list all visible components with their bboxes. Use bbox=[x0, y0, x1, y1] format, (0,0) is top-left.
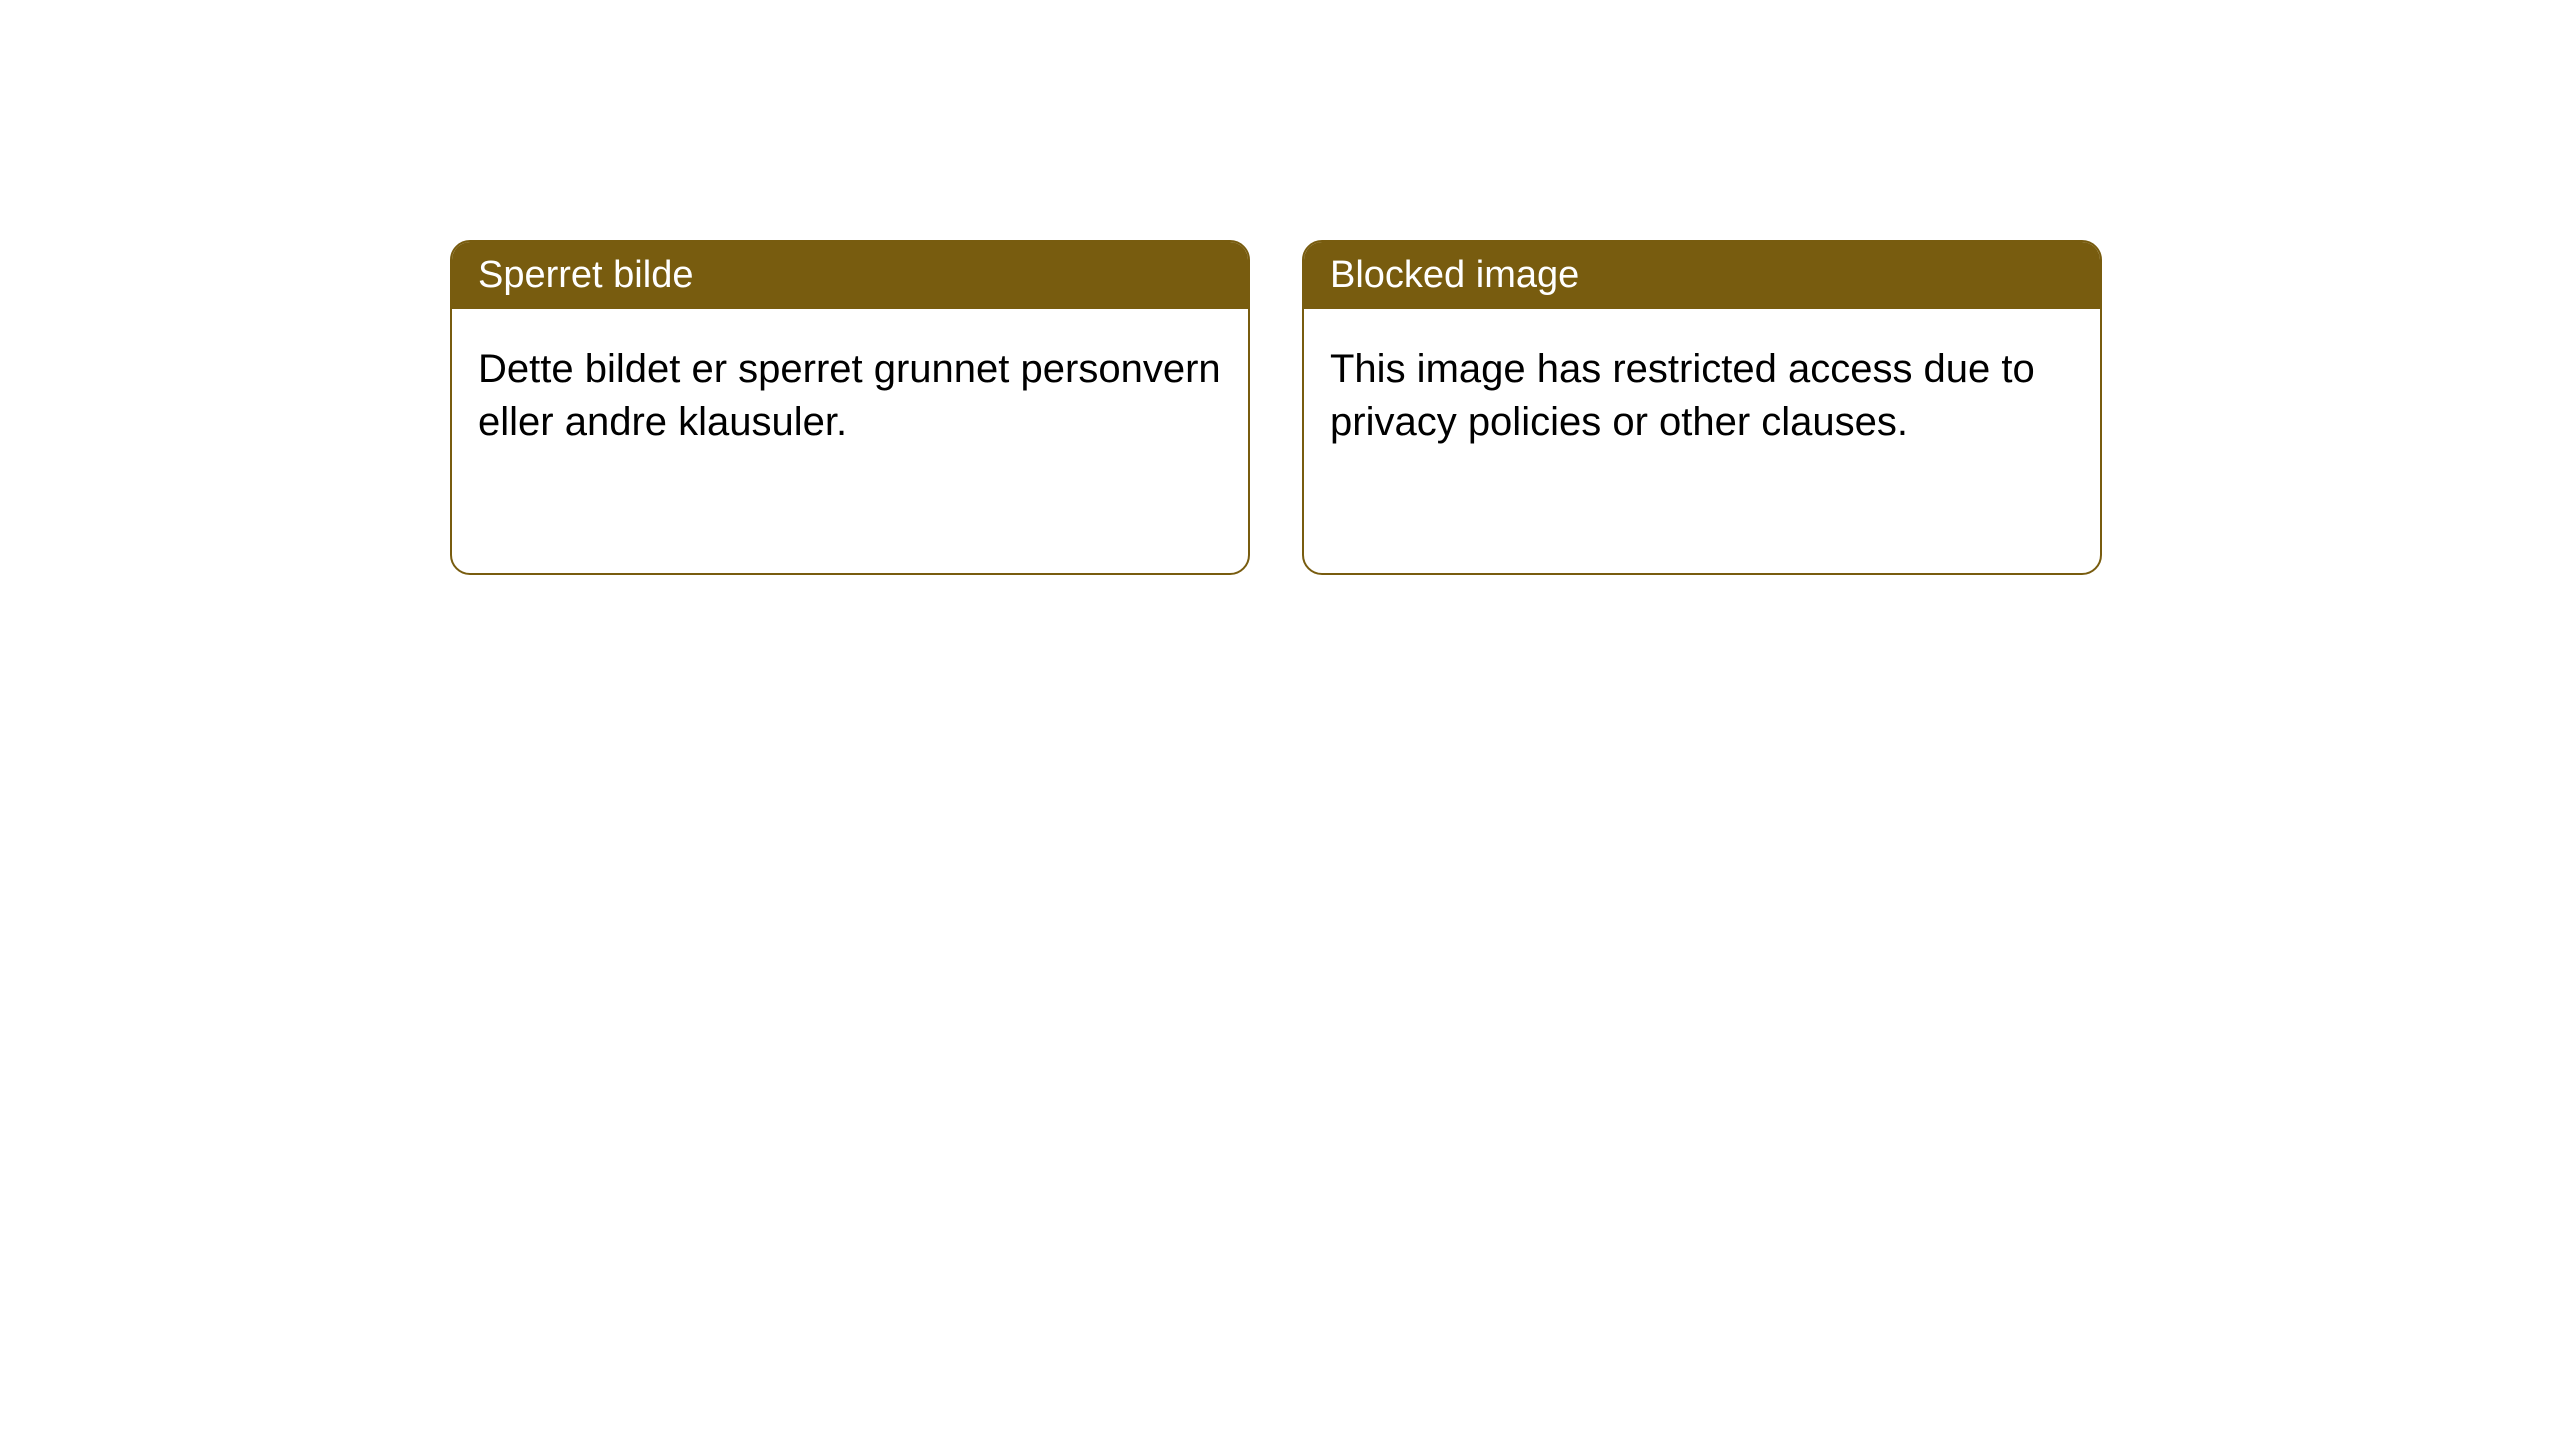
notice-card-english: Blocked image This image has restricted … bbox=[1302, 240, 2102, 575]
notice-header-english: Blocked image bbox=[1304, 242, 2100, 309]
notice-container: Sperret bilde Dette bildet er sperret gr… bbox=[0, 0, 2560, 575]
notice-body-norwegian: Dette bildet er sperret grunnet personve… bbox=[452, 309, 1248, 483]
notice-header-norwegian: Sperret bilde bbox=[452, 242, 1248, 309]
notice-body-english: This image has restricted access due to … bbox=[1304, 309, 2100, 483]
notice-card-norwegian: Sperret bilde Dette bildet er sperret gr… bbox=[450, 240, 1250, 575]
